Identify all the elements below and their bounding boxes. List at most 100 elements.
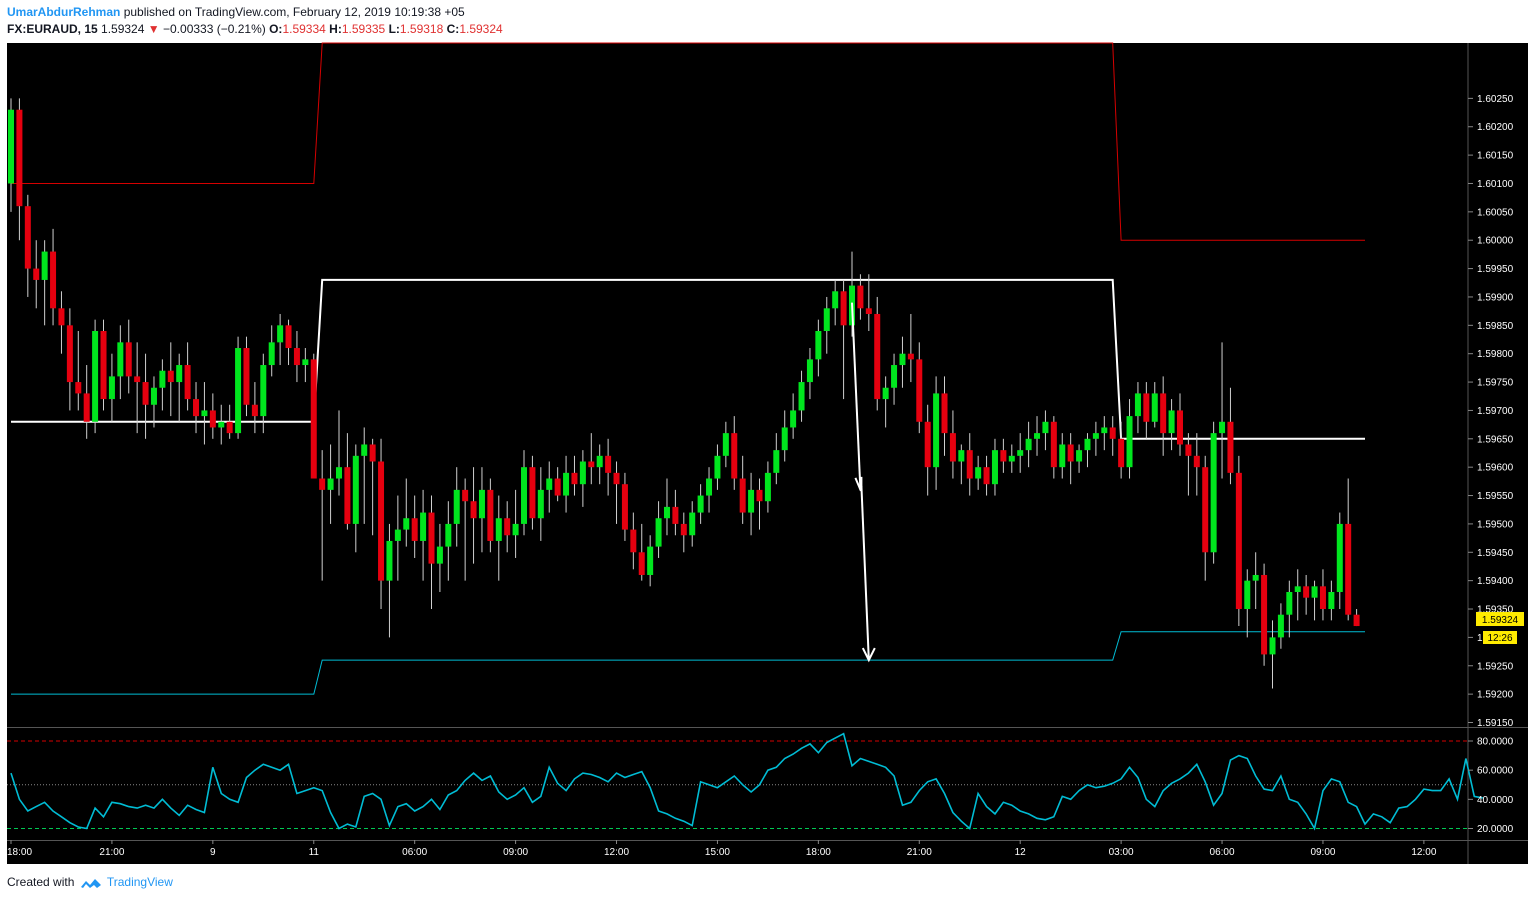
candle-up xyxy=(790,393,797,439)
candle-down xyxy=(865,274,872,331)
down-arrow-annotation[interactable] xyxy=(851,302,876,663)
candle-body xyxy=(731,433,738,479)
rsi-tick-label: 80.0000 xyxy=(1477,737,1514,748)
rsi-axis: 80.0000 60.0000 40.0000 20.0000 xyxy=(1468,737,1514,835)
candle-body xyxy=(882,387,889,400)
price-tick-label: 1.60100 xyxy=(1477,179,1514,190)
candle-down xyxy=(243,336,250,417)
candle-up xyxy=(958,444,965,485)
time-tick-label: 03:00 xyxy=(1109,847,1134,858)
candle-down xyxy=(470,467,477,564)
candle-body xyxy=(428,512,435,564)
candle-body xyxy=(874,313,881,400)
candle-up xyxy=(436,523,443,592)
author-link[interactable]: UmarAbdurRehman xyxy=(7,5,121,19)
candle-body xyxy=(1076,450,1083,462)
candle-body xyxy=(462,489,469,502)
candle-body xyxy=(24,206,31,269)
time-tick-label: 06:00 xyxy=(1210,847,1235,858)
candle-up xyxy=(1311,580,1318,621)
candle-body xyxy=(1042,421,1049,434)
candle-up xyxy=(512,489,519,558)
candle-up xyxy=(495,495,502,581)
candle-up xyxy=(1286,580,1293,638)
candle-body xyxy=(571,472,578,485)
time-tick-label: 09:00 xyxy=(503,847,528,858)
candle-up xyxy=(806,348,813,400)
candle-up xyxy=(1084,433,1091,468)
candle-body xyxy=(697,495,704,513)
candle-body xyxy=(1168,410,1175,434)
candle-up xyxy=(655,501,662,558)
candle-up xyxy=(117,325,124,400)
candle-down xyxy=(1319,569,1326,621)
candle-body xyxy=(167,370,174,383)
candle-down xyxy=(672,489,679,536)
candle-body xyxy=(1067,444,1074,462)
time-tick-label: 21:00 xyxy=(99,847,124,858)
candle-body xyxy=(647,546,654,575)
candle-down xyxy=(1109,416,1116,456)
candle-up xyxy=(1126,399,1133,479)
candle-body xyxy=(150,387,157,405)
candle-up xyxy=(260,353,267,434)
time-tick-label: 12:00 xyxy=(1411,847,1436,858)
candle-body xyxy=(579,461,586,485)
price-tick-label: 1.60150 xyxy=(1477,151,1514,162)
candle-body xyxy=(1050,421,1057,468)
candle-body xyxy=(327,478,334,490)
price-axis[interactable]: 1.60250 1.60200 1.60150 1.60100 1.60050 1.600… xyxy=(1468,94,1514,729)
time-tick-label: 18:00 xyxy=(7,847,32,858)
rsi-line xyxy=(10,732,1483,831)
candle-up xyxy=(478,467,485,553)
price-tick-label: 1.59900 xyxy=(1477,292,1514,303)
candle-up xyxy=(1252,552,1259,610)
candle-up xyxy=(882,376,889,428)
candle-down xyxy=(310,353,317,479)
candle-body xyxy=(563,472,570,496)
candle-body xyxy=(924,421,931,468)
candle-up xyxy=(521,450,528,536)
candle-up xyxy=(773,433,780,485)
tradingview-link[interactable]: TradingView xyxy=(106,875,173,889)
candle-body xyxy=(865,308,872,314)
rsi-indicator xyxy=(7,732,1483,831)
last-price: 1.59324 xyxy=(101,22,145,36)
candle-body xyxy=(933,393,940,468)
candle-body xyxy=(596,455,603,468)
candle-body xyxy=(16,109,23,207)
candle-down xyxy=(83,365,90,439)
price-tick-label: 1.59400 xyxy=(1477,576,1514,587)
candle-up xyxy=(1219,342,1226,479)
candle-body xyxy=(293,348,300,366)
candle-down xyxy=(75,331,82,411)
candle-down xyxy=(1118,421,1125,479)
arrow-shaft xyxy=(860,485,870,661)
open-label: O: xyxy=(269,22,283,36)
candle-up xyxy=(1336,512,1343,610)
candle-body xyxy=(537,489,544,519)
time-tick-label: 12:00 xyxy=(604,847,629,858)
candle-up xyxy=(235,336,242,439)
candle-body xyxy=(251,404,258,417)
candle-up xyxy=(1277,603,1284,649)
support-line xyxy=(11,631,1365,695)
candle-body xyxy=(764,472,771,502)
candle-body xyxy=(487,489,494,541)
candle-body xyxy=(193,399,200,417)
candle-body xyxy=(1353,614,1360,627)
candle-down xyxy=(630,512,637,570)
candle-up xyxy=(335,410,342,496)
time-axis[interactable]: 18:00 21:00 9 11 06:00 09:00 12:00 15:00 18:00 21… xyxy=(7,840,1437,858)
candle-body xyxy=(1235,472,1242,610)
candle-up xyxy=(1101,416,1108,451)
open-value: 1.59334 xyxy=(282,22,326,36)
candle-body xyxy=(302,359,309,366)
candle-body xyxy=(41,251,48,280)
candle-down xyxy=(184,342,191,411)
candle-body xyxy=(1151,393,1158,422)
candle-body xyxy=(66,325,73,383)
candle-body xyxy=(134,376,141,383)
candle-body xyxy=(1109,427,1116,439)
